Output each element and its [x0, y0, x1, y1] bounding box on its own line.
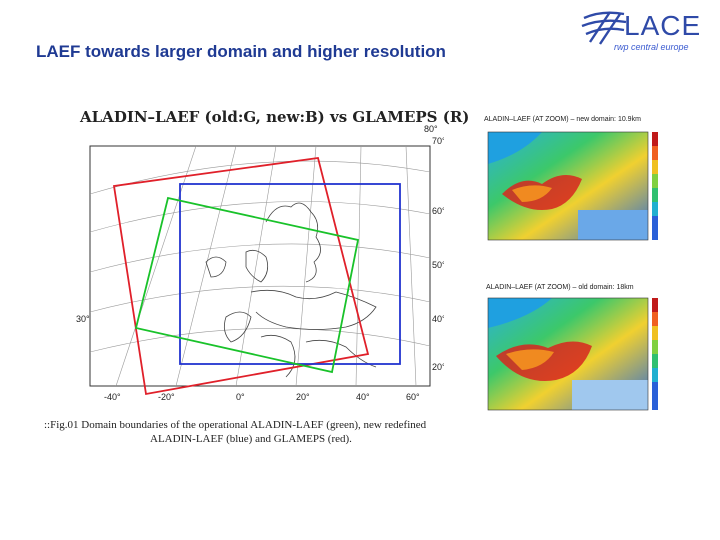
lat-label-60: 60° — [432, 206, 444, 216]
figure-caption: ::Fig.01 Domain boundaries of the operat… — [44, 418, 474, 446]
lat-label-50: 50° — [432, 260, 444, 270]
zoom-panel-new — [487, 131, 658, 241]
logo-subtitle: rwp central europe — [614, 42, 689, 52]
lat-label-30: 30° — [76, 314, 90, 324]
lon-label-40: 40° — [356, 392, 370, 402]
lon-label-20: 20° — [296, 392, 310, 402]
domain-map: 70° 60° 50° 40° 30° 20° -40° -20° 0° 20°… — [76, 124, 444, 402]
slide-title: LAEF towards larger domain and higher re… — [36, 42, 446, 61]
lon-label-m20: -20° — [158, 392, 175, 402]
caption-line-2: ALADIN-LAEF (blue) and GLAMEPS (red). — [150, 433, 352, 445]
zoom-panel-old — [487, 297, 658, 411]
lace-logo: LACE rwp central europe — [580, 8, 710, 60]
lat-label-40: 40° — [432, 314, 444, 324]
lat-label-20: 20° — [432, 362, 444, 372]
logo-name: LACE — [624, 10, 702, 41]
caption-line-1: ::Fig.01 Domain boundaries of the operat… — [44, 419, 427, 431]
lon-label-0: 0° — [236, 392, 245, 402]
lon-label-m40: -40° — [104, 392, 121, 402]
lon-label-80: 80° — [424, 124, 438, 134]
lat-label-70: 70° — [432, 136, 444, 146]
zoom-panel-title-old: ALADIN–LAEF (AT ZOOM) – old domain: 18km — [486, 284, 634, 291]
map-title: ALADIN–LAEF (old:G, new:B) vs GLAMEPS (R… — [80, 108, 470, 126]
swoosh-arrows-icon — [581, 11, 627, 45]
lon-label-60: 60° — [406, 392, 420, 402]
zoom-panel-title-new: ALADIN–LAEF (AT ZOOM) – new domain: 10.9… — [484, 116, 641, 123]
